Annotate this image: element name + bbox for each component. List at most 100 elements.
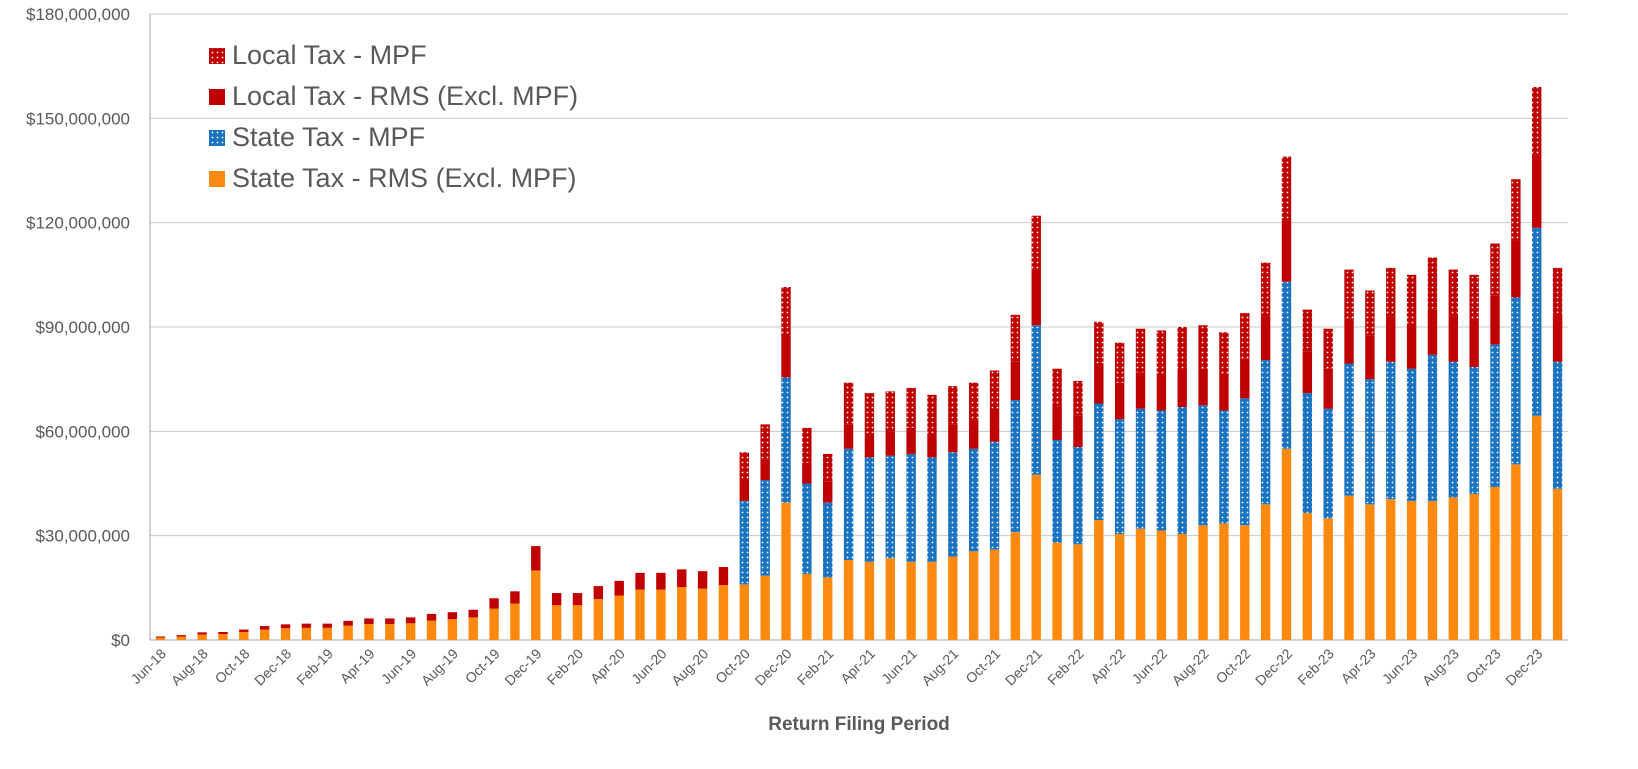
bar-segment — [843, 382, 854, 425]
bar-segment — [426, 613, 437, 621]
x-tick-label: Oct-23 — [1463, 645, 1504, 686]
bar-segment — [1406, 368, 1417, 501]
bar-segment — [447, 612, 458, 620]
bar-segment — [176, 636, 186, 640]
bar-segment — [385, 618, 395, 625]
bar-segment — [1135, 328, 1146, 373]
y-tick-label: $30,000,000 — [35, 527, 130, 546]
bar-segment — [1156, 410, 1167, 531]
bar-segment — [1094, 403, 1104, 521]
bar-segment — [1323, 518, 1333, 640]
legend-label: Local Tax - RMS (Excl. MPF) — [232, 81, 578, 111]
bar-segment — [1511, 179, 1521, 241]
bar-segment — [1302, 513, 1313, 640]
bar-segment — [1281, 220, 1292, 282]
bar-segment — [864, 457, 875, 562]
bar-segment — [280, 624, 291, 629]
bar-segment — [531, 546, 541, 571]
bar-segment — [968, 551, 979, 640]
bar-segment — [1344, 495, 1354, 640]
bar-segment — [739, 584, 750, 640]
bar-segment — [677, 569, 687, 588]
bar-segment — [1135, 408, 1146, 529]
bar-segment — [1240, 398, 1250, 526]
bar-segment — [823, 481, 833, 503]
bar-segment — [1469, 366, 1479, 494]
bar-segment — [197, 634, 207, 640]
bar-segment — [864, 561, 875, 640]
bar-segment — [1094, 520, 1104, 640]
x-tick-label: Feb-23 — [1294, 645, 1337, 688]
x-tick-label: Aug-18 — [168, 645, 211, 688]
bar-segment — [1427, 354, 1438, 501]
bar-segment — [906, 561, 916, 640]
bar-segment — [322, 627, 332, 640]
bar-segment — [1031, 215, 1041, 270]
bar-segment — [1406, 323, 1417, 369]
bar-segment — [1552, 267, 1563, 314]
x-tick-label: Jun-21 — [878, 645, 920, 687]
bar-segment — [1177, 327, 1187, 371]
bar-segment — [1052, 368, 1062, 407]
bar-segment — [1219, 523, 1229, 640]
bar-segment — [1490, 243, 1500, 296]
bar-segment — [343, 620, 353, 626]
bar-segment — [802, 573, 812, 640]
bar-segment — [176, 635, 186, 637]
bar-segment — [1219, 410, 1229, 524]
bar-segment — [823, 453, 833, 482]
x-tick-label: Feb-22 — [1044, 645, 1087, 688]
bar-segment — [718, 566, 729, 586]
bar-segment — [1490, 295, 1500, 345]
x-tick-label: Oct-20 — [712, 645, 753, 686]
bar-segment — [885, 558, 895, 640]
x-tick-label: Apr-22 — [1087, 645, 1128, 686]
bar-segment — [718, 585, 729, 640]
bar-segment — [989, 410, 1000, 442]
bar-segment — [1010, 400, 1021, 533]
legend-label: State Tax - RMS (Excl. MPF) — [232, 163, 577, 193]
bar-segment — [1532, 227, 1542, 416]
bar-segment — [1010, 361, 1021, 401]
bar-segment — [635, 589, 645, 640]
bar-segment — [1135, 528, 1146, 640]
x-tick-label: Apr-23 — [1338, 645, 1379, 686]
bar-segment — [906, 453, 916, 562]
bar-segment — [948, 452, 958, 557]
bar-segment — [1156, 373, 1167, 411]
bar-segment — [823, 577, 833, 640]
bar-segment — [968, 420, 979, 449]
bar-segment — [614, 595, 624, 640]
legend-swatch — [209, 171, 225, 187]
bar-segment — [239, 629, 249, 633]
bar-segment — [593, 586, 604, 599]
bar-segment — [1469, 274, 1479, 321]
bar-segment — [1344, 363, 1354, 496]
bar-segment — [781, 377, 791, 503]
x-tick-label: Aug-21 — [918, 645, 961, 688]
bar-segment — [155, 637, 166, 640]
bar-segment — [1490, 344, 1500, 487]
bar-segment — [301, 623, 312, 628]
bar-segment — [1260, 504, 1271, 640]
x-tick-label: Dec-20 — [752, 645, 795, 688]
bar-segment — [447, 619, 458, 640]
bar-segment — [259, 626, 270, 630]
x-tick-label: Jun-23 — [1379, 645, 1421, 687]
x-tick-label: Apr-19 — [337, 645, 378, 686]
bar-segment — [823, 502, 833, 578]
y-tick-label: $150,000,000 — [26, 109, 130, 128]
bar-segment — [989, 370, 1000, 411]
bar-segment — [1198, 368, 1208, 406]
bar-segment — [760, 459, 770, 481]
x-tick-label: Jun-18 — [128, 645, 170, 687]
bar-segment — [927, 561, 937, 640]
x-tick-label: Aug-23 — [1419, 645, 1462, 688]
bar-segment — [1073, 544, 1083, 640]
x-tick-label: Aug-20 — [668, 645, 711, 688]
x-tick-label: Jun-19 — [378, 645, 420, 687]
bar-segment — [1114, 419, 1125, 534]
y-tick-label: $180,000,000 — [26, 5, 130, 24]
bar-segment — [1406, 500, 1417, 640]
bar-segment — [739, 500, 750, 585]
